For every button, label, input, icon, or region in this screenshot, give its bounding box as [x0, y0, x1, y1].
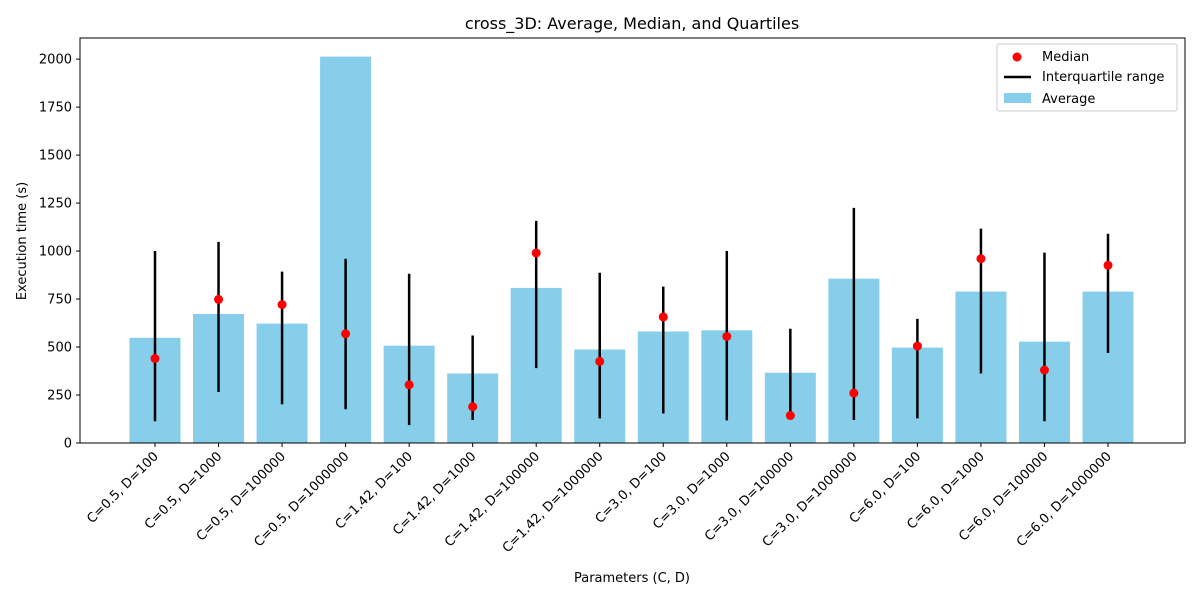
- plot-area: [129, 56, 1134, 444]
- y-tick-label: 500: [47, 341, 72, 356]
- chart-title: cross_3D: Average, Median, and Quartiles: [465, 14, 799, 34]
- legend-box: [996, 43, 1178, 112]
- y-tick-label: 250: [47, 389, 72, 404]
- y-tick-label: 0: [64, 437, 72, 452]
- legend-median-marker: [1012, 52, 1022, 62]
- median-point: [277, 300, 287, 310]
- y-tick-label: 1750: [39, 101, 72, 116]
- median-point: [150, 354, 160, 364]
- y-tick-label: 750: [47, 293, 72, 308]
- legend-iqr-label: Interquartile range: [1042, 70, 1164, 85]
- median-point: [341, 329, 351, 339]
- median-point: [722, 331, 732, 341]
- median-point: [214, 294, 224, 304]
- median-point: [1039, 365, 1049, 375]
- y-tick-label: 1250: [39, 197, 72, 212]
- x-axis-title: Parameters (C, D): [574, 571, 690, 586]
- median-point: [1103, 260, 1113, 270]
- y-axis: 0 250 500 750 1000 1250 1500 1750 2000: [39, 53, 80, 452]
- median-point: [658, 312, 668, 322]
- legend: Median Interquartile range Average: [996, 43, 1178, 112]
- median-point: [404, 380, 414, 390]
- legend-average-label: Average: [1042, 92, 1095, 107]
- legend-median-label: Median: [1042, 50, 1089, 65]
- median-point: [912, 341, 922, 351]
- y-axis-title: Execution time (s): [15, 182, 30, 300]
- y-tick-label: 2000: [39, 53, 72, 68]
- median-point: [849, 388, 859, 398]
- median-point: [468, 402, 478, 412]
- median-point: [785, 411, 795, 421]
- median-point: [531, 248, 541, 258]
- plot-frame: [79, 37, 1186, 444]
- median-point: [976, 254, 986, 264]
- legend-average-marker: [1004, 93, 1031, 103]
- median-point: [595, 356, 605, 366]
- y-tick-label: 1500: [39, 149, 72, 164]
- y-tick-label: 1000: [39, 245, 72, 260]
